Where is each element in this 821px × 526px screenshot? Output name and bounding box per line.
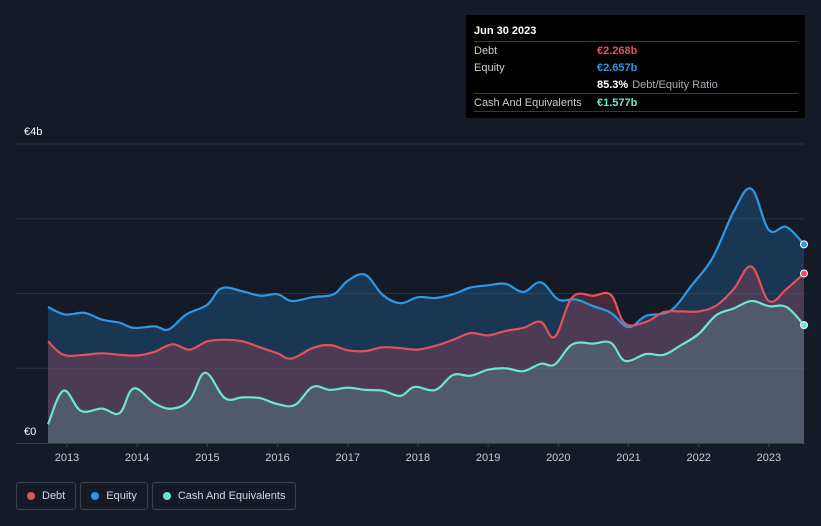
legend-label-equity: Equity xyxy=(106,490,137,502)
x-tick-label-2017: 2017 xyxy=(335,452,359,464)
legend: Debt Equity Cash And Equivalents xyxy=(16,482,300,510)
y-tick-label-0: €4b xyxy=(24,126,42,138)
x-tick-label-2014: 2014 xyxy=(125,452,149,464)
tooltip-row-debt: Debt €2.268b xyxy=(474,41,798,59)
tooltip-ratio-caption: Debt/Equity Ratio xyxy=(632,78,718,91)
x-tick-label-2015: 2015 xyxy=(195,452,219,464)
area-cash-and-equivalents xyxy=(48,300,804,443)
x-tick-label-2016: 2016 xyxy=(265,452,289,464)
grid-lines xyxy=(16,143,805,444)
legend-label-cash: Cash And Equivalents xyxy=(177,490,286,502)
legend-item-cash[interactable]: Cash And Equivalents xyxy=(151,482,297,510)
x-tick-label-2019: 2019 xyxy=(476,452,500,464)
x-tick-label-2018: 2018 xyxy=(406,452,430,464)
legend-item-debt[interactable]: Debt xyxy=(16,482,77,510)
tooltip-value-equity: €2.657b xyxy=(597,61,638,74)
endpoint-cash-and-equivalents xyxy=(800,321,808,330)
endpoint-debt xyxy=(800,269,808,278)
legend-label-debt: Debt xyxy=(42,490,66,502)
line-cash-and-equivalents xyxy=(46,299,805,425)
tooltip-value-ratio: 85.3% xyxy=(597,78,629,91)
tooltip-value-cash: €1.577b xyxy=(597,96,638,109)
tooltip-date: Jun 30 2023 xyxy=(474,25,537,37)
y-axis: €4b €0 xyxy=(24,126,42,438)
x-tick-label-2023: 2023 xyxy=(757,452,781,464)
tooltip-value-debt: €2.268b xyxy=(597,44,638,57)
tooltip-row-equity: Equity €2.657b xyxy=(474,59,798,76)
area-equity xyxy=(48,188,804,443)
x-tick-label-2020: 2020 xyxy=(546,452,570,464)
line-debt xyxy=(47,265,805,360)
legend-dot-cash xyxy=(162,492,171,500)
series-lines xyxy=(46,187,805,425)
tooltip-panel: Jun 30 2023 Debt €2.268b Equity €2.657b … xyxy=(466,15,805,118)
series-areas xyxy=(48,188,804,443)
x-tick-label-2022: 2022 xyxy=(686,452,710,464)
legend-dot-debt xyxy=(27,492,35,500)
tooltip-label-debt: Debt xyxy=(474,44,498,57)
legend-dot-equity xyxy=(91,492,100,500)
y-tick-label-1: €0 xyxy=(24,426,36,438)
endpoint-equity xyxy=(800,240,808,249)
tooltip-row-ratio: 85.3% Debt/Equity Ratio xyxy=(474,76,798,93)
series-endpoints xyxy=(800,240,808,330)
tooltip-label-cash: Cash And Equivalents xyxy=(474,96,582,109)
tooltip-label-equity: Equity xyxy=(474,61,505,74)
tooltip-row-cash: Cash And Equivalents €1.577b xyxy=(474,93,798,112)
x-axis: 2013 2014 2015 2016 2017 2018 2019 2020 2021 2022… xyxy=(55,443,781,464)
x-tick-label-2013: 2013 xyxy=(55,452,79,464)
legend-item-equity[interactable]: Equity xyxy=(80,482,148,510)
x-tick-label-2021: 2021 xyxy=(616,452,640,464)
